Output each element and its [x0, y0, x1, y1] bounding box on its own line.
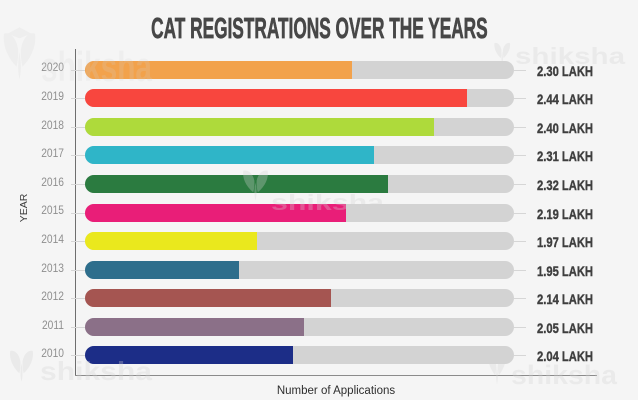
svg-text:shiksha: shiksha: [40, 356, 153, 386]
svg-text:shiksha: shiksha: [515, 43, 625, 69]
svg-text:shiksha: shiksha: [41, 43, 152, 90]
svg-text:shiksha: shiksha: [271, 190, 385, 215]
svg-text:shiksha: shiksha: [511, 360, 618, 390]
